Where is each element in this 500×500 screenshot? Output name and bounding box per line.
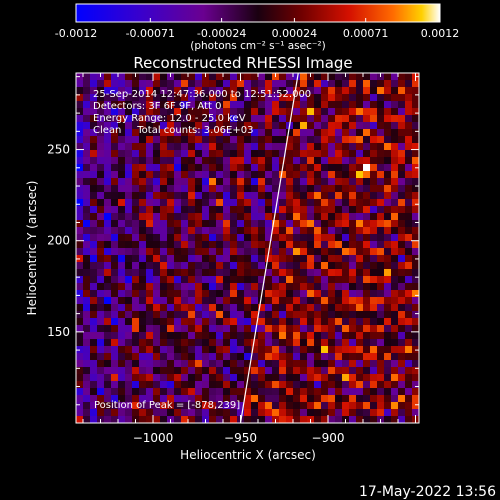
y-axis-label: Heliocentric Y (arcsec)	[25, 181, 39, 316]
colorbar-tick-label: -0.0012	[55, 27, 97, 40]
x-tick-label: −900	[312, 431, 345, 445]
timestamp: 17-May-2022 13:56	[359, 484, 496, 500]
x-axis: −1000 −950 −900	[82, 73, 416, 445]
plot-area: 25-Sep-2014 12:47:36.000 to 12:51:52.000…	[76, 73, 419, 423]
y-tick-label: 200	[47, 234, 70, 248]
peak-position-label: Position of Peak = [-878,239]	[94, 400, 240, 411]
colorbar-tick-label: 0.00071	[343, 27, 389, 40]
colorbar-tick-label: 0.0012	[421, 27, 460, 40]
colorbar-tick-label: -0.00071	[126, 27, 175, 40]
colorbar-units: (photons cm⁻² s⁻¹ asec⁻²)	[190, 40, 325, 52]
x-axis-label: Heliocentric X (arcsec)	[180, 448, 316, 462]
x-tick-label: −1000	[133, 431, 174, 445]
annotation-block: 25-Sep-2014 12:47:36.000 to 12:51:52.000…	[93, 89, 311, 136]
chart-title: Reconstructed RHESSI Image	[133, 54, 352, 72]
colorbar-gradient	[75, 3, 441, 23]
colorbar-ticks: -0.0012 -0.00071 -0.00024 0.00024 0.00071 0.0…	[55, 18, 459, 40]
annotation-detectors: Detectors: 3F 6F 9F, Att 0	[93, 101, 221, 112]
y-axis: 150 200 250	[47, 76, 419, 406]
y-tick-label: 250	[47, 143, 70, 157]
solar-limb-line	[239, 73, 299, 423]
colorbar-tick-label: 0.00024	[272, 27, 318, 40]
x-tick-label: −950	[224, 431, 257, 445]
colorbar: -0.0012 -0.00071 -0.00024 0.00024 0.00071 0.0…	[55, 3, 459, 52]
y-tick-label: 150	[47, 325, 70, 339]
plot-frame	[75, 72, 420, 424]
annotation-time: 25-Sep-2014 12:47:36.000 to 12:51:52.000	[93, 89, 311, 100]
annotation-energy: Energy Range: 12.0 - 25.0 keV	[93, 113, 246, 124]
heatmap-image	[76, 73, 419, 423]
colorbar-tick-label: -0.00024	[197, 27, 246, 40]
annotation-clean: Clean Total counts: 3.06E+03	[93, 125, 253, 136]
